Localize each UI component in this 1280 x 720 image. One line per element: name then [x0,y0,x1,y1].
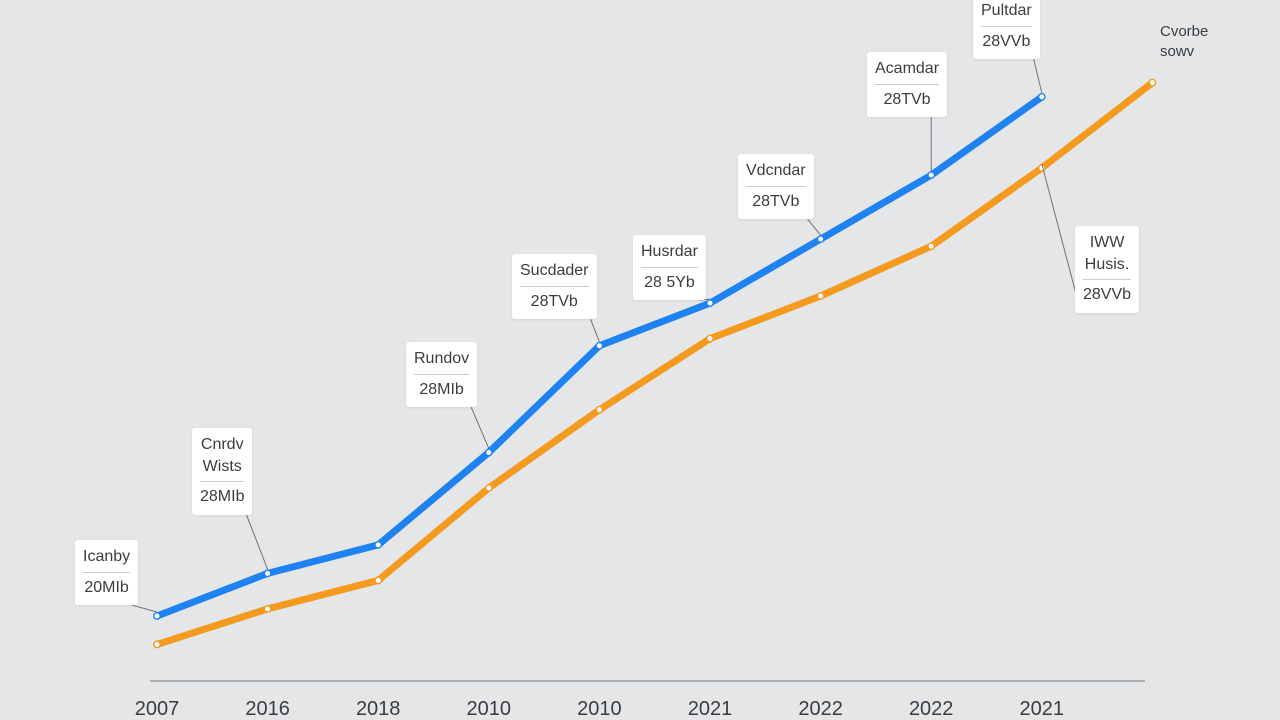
series-layer [153,78,1157,649]
callout-label: Vdcndar 28TVb [738,154,814,220]
series-1-point [706,299,714,308]
callout-name: Vdcndar [746,162,806,179]
callout-leader-line [590,319,600,342]
callout-value: 28MIb [200,481,245,508]
callout-label: Sucdader 28TVb [512,254,597,320]
series-1-line [153,93,1046,620]
x-tick-label: 2021 [688,698,733,720]
series-2-point [153,640,161,649]
series-2-line [153,79,1156,648]
callout-leader-line [132,604,158,613]
callout-name: Icanby [83,548,131,565]
callout-name: Sucdader [520,262,589,279]
callout-leader-line [246,514,269,570]
series-1-point [1037,92,1046,101]
callout-label: Cnrdv Wists 28MIb [192,428,253,515]
callout-name: Acamdar [875,60,940,77]
callout-value: 28TVb [875,83,940,111]
x-tick-label: 2010 [467,698,512,720]
series-2-point [816,292,825,300]
callout-value: 28TVb [520,285,589,313]
series-1-point [816,235,825,244]
series-1-point [263,569,272,578]
callout-name: Husrdar [641,243,698,260]
legend-line-1: Cvorbe [1160,23,1209,40]
callout-value: 28VVb [981,25,1032,53]
x-tick-label: 2022 [909,698,954,720]
callout-name: Wists [202,457,242,475]
legend-line-2: sowv [1160,43,1195,61]
callout-name: IWW [1089,234,1125,251]
series-2-point [484,484,493,492]
callout-label: Acamdar 28TVb [867,52,948,118]
callout-value: 20MIb [83,571,131,599]
x-tick-label: 2021 [1020,698,1065,720]
callout-name: Rundov [414,350,470,367]
callout-value: 28 5Yb [641,266,698,294]
series-1-point [153,612,161,620]
x-tick-label: 2018 [356,698,401,720]
series-1-point [374,540,383,549]
series-2-point [927,242,936,251]
series-2-point [374,576,383,585]
callout-leader-line [1041,163,1082,313]
callout-leader-line [807,218,821,236]
callout-value: 28VVb [1083,279,1132,306]
callout-label: Husrdar 28 5Yb [633,235,706,301]
callout-leader-line [470,406,490,449]
callout-label: Icanby 20MIb [75,540,139,606]
series-2-point [706,334,714,343]
x-tick-label: 2010 [577,698,622,720]
callout-label: Rundov 28MIb [406,342,478,408]
series-1-point [927,171,936,180]
series-2-point [1148,78,1157,87]
callout-name: Husis. [1084,255,1130,273]
series-2-point [595,405,604,414]
callout-name: Cnrdv [200,436,244,453]
callout-label: Pultdar 28VVb [973,0,1040,60]
callout-value: 28TVb [746,185,806,213]
legend-label: Cvorbe sowv [1160,22,1208,63]
series-1-point [484,448,493,457]
x-tick-label: 2007 [135,698,180,720]
callout-name: Pultdar [981,2,1032,19]
x-tick-label: 2016 [245,698,290,720]
x-tick-labels: 2007 2016 2018 2010 2010 2021 2022 2022 2021 [135,698,1064,720]
callout-value: 28MIb [414,373,470,401]
callout-leader-line [1033,59,1043,94]
callout-label: IWW Husis. 28VVb [1075,226,1140,313]
series-2-point [263,604,272,613]
series-1-point [595,341,604,350]
leader-layer [132,59,1082,613]
x-tick-label: 2022 [798,698,843,720]
